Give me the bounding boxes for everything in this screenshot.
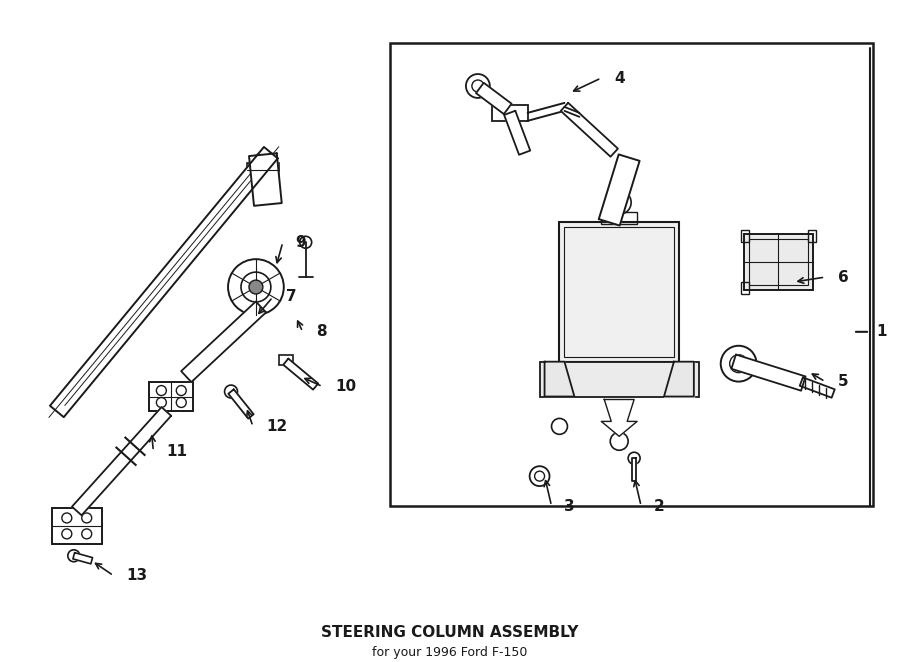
Bar xyxy=(741,230,749,242)
Text: 9: 9 xyxy=(296,235,306,250)
Bar xyxy=(491,105,527,121)
Text: 13: 13 xyxy=(127,568,148,583)
Text: 6: 6 xyxy=(838,269,849,285)
Polygon shape xyxy=(632,458,636,481)
Bar xyxy=(601,213,637,224)
Polygon shape xyxy=(664,361,694,397)
Bar xyxy=(564,227,674,357)
Bar xyxy=(52,508,102,544)
Polygon shape xyxy=(601,399,637,436)
Text: 7: 7 xyxy=(286,289,296,305)
Polygon shape xyxy=(284,359,319,390)
Text: 10: 10 xyxy=(336,379,356,394)
Text: for your 1996 Ford F-150: for your 1996 Ford F-150 xyxy=(373,646,527,659)
Text: 4: 4 xyxy=(614,71,625,85)
Polygon shape xyxy=(476,83,511,114)
Polygon shape xyxy=(181,301,266,382)
Text: 11: 11 xyxy=(166,444,187,459)
Polygon shape xyxy=(72,407,171,515)
Polygon shape xyxy=(504,111,530,155)
Text: 3: 3 xyxy=(564,498,575,514)
Polygon shape xyxy=(249,154,282,206)
Bar xyxy=(808,230,816,242)
Bar xyxy=(743,234,814,290)
Text: STEERING COLUMN ASSEMBLY: STEERING COLUMN ASSEMBLY xyxy=(321,625,579,640)
Bar xyxy=(279,355,292,365)
Polygon shape xyxy=(598,154,640,226)
Polygon shape xyxy=(229,389,254,418)
Polygon shape xyxy=(544,361,574,397)
Bar xyxy=(391,43,873,506)
Bar xyxy=(560,222,679,361)
Polygon shape xyxy=(561,103,618,157)
Polygon shape xyxy=(800,377,835,398)
Polygon shape xyxy=(50,147,278,417)
Polygon shape xyxy=(732,355,806,391)
Text: 8: 8 xyxy=(316,324,327,340)
Bar xyxy=(741,282,749,294)
Text: 12: 12 xyxy=(266,419,287,434)
Text: 1: 1 xyxy=(876,324,886,340)
Bar xyxy=(247,163,279,177)
Polygon shape xyxy=(73,553,93,564)
Text: 2: 2 xyxy=(654,498,665,514)
Circle shape xyxy=(249,280,263,294)
Text: 5: 5 xyxy=(838,374,849,389)
Bar xyxy=(149,381,194,412)
Bar xyxy=(749,239,808,285)
Bar xyxy=(540,361,698,397)
